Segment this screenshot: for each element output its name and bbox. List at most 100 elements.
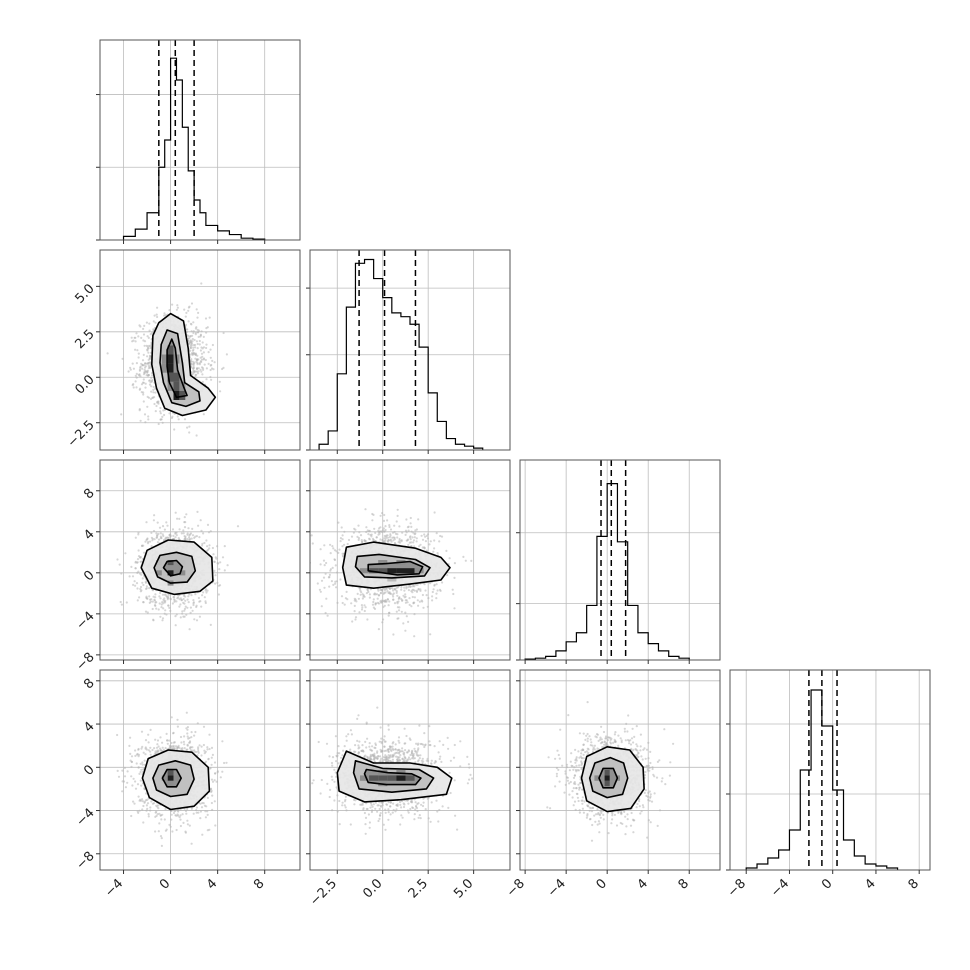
scatter-point (359, 534, 363, 537)
scatter-point (150, 376, 153, 379)
scatter-point (157, 830, 160, 833)
scatter-point (358, 587, 361, 590)
scatter-point (165, 455, 167, 457)
scatter-point (127, 370, 130, 373)
scatter-point (342, 555, 345, 558)
scatter-point (142, 400, 145, 403)
scatter-point (200, 330, 203, 333)
scatter-point (178, 598, 181, 601)
scatter-point (184, 809, 188, 813)
scatter-point (161, 601, 164, 604)
scatter-point (145, 587, 148, 590)
scatter-point (189, 349, 192, 352)
scatter-point (187, 737, 190, 740)
scatter-point (392, 633, 395, 636)
scatter-point (181, 610, 184, 613)
scatter-point (152, 529, 156, 533)
x-tick-label: 8 (906, 876, 922, 892)
scatter-point (406, 526, 409, 529)
scatter-point (161, 421, 164, 424)
scatter-point (371, 603, 375, 606)
scatter-point (192, 321, 195, 324)
scatter-point (118, 563, 121, 566)
scatter-point (200, 282, 203, 285)
scatter-point (157, 749, 160, 752)
scatter-point (212, 553, 215, 556)
scatter-point (192, 812, 195, 815)
scatter-point (157, 538, 161, 541)
scatter-point (141, 763, 144, 766)
scatter-point (191, 349, 194, 352)
scatter-point (143, 551, 146, 554)
histogram-panel-3: −8 −4 0 4 8 (725, 669, 931, 900)
scatter-point (341, 538, 344, 541)
scatter-point (138, 596, 141, 599)
scatter-point (403, 586, 406, 589)
scatter-point (152, 618, 155, 621)
scatter-point (176, 304, 179, 307)
scatter-point (379, 514, 382, 517)
scatter-point (350, 535, 354, 538)
scatter-point (168, 606, 171, 610)
scatter-point (373, 527, 376, 530)
scatter-point (135, 376, 138, 379)
scatter-point (409, 522, 412, 525)
scatter-point (184, 605, 187, 608)
scatter-point (155, 313, 158, 316)
scatter-point (452, 592, 455, 596)
scatter-point (393, 524, 396, 527)
scatter-point (357, 538, 360, 542)
scatter-point (195, 605, 198, 609)
scatter-point (363, 604, 366, 607)
scatter-point (388, 524, 391, 527)
scatter-point (194, 593, 197, 596)
scatter-point (199, 349, 202, 352)
scatter-point (143, 368, 146, 371)
scatter-point (367, 533, 370, 536)
scatter-point (134, 567, 137, 570)
scatter-point (192, 367, 195, 370)
scatter-point (424, 589, 427, 592)
scatter-point (335, 580, 338, 583)
scatter-point (141, 577, 144, 580)
scatter-point (186, 743, 189, 747)
scatter-point (209, 348, 212, 351)
scatter-point (184, 521, 187, 524)
scatter-point (404, 611, 407, 614)
scatter-point (383, 534, 386, 538)
scatter-point (222, 331, 225, 335)
scatter-point (194, 331, 197, 334)
scatter-point (152, 391, 155, 394)
scatter-point (357, 524, 360, 527)
scatter-point (404, 529, 408, 532)
scatter-point (148, 587, 151, 590)
scatter-point (144, 610, 148, 613)
scatter-point (175, 613, 178, 616)
scatter-point (152, 388, 155, 391)
scatter-point (137, 533, 140, 536)
scatter-point (208, 828, 211, 831)
scatter-point (161, 533, 164, 536)
scatter-point (350, 602, 353, 605)
scatter-point (368, 530, 371, 533)
scatter-point (453, 576, 456, 580)
scatter-point (392, 598, 395, 601)
scatter-point (178, 517, 181, 521)
scatter-point (158, 602, 161, 605)
scatter-point (335, 550, 338, 553)
scatter-point (339, 537, 342, 540)
scatter-point (153, 538, 156, 541)
scatter-point (328, 573, 331, 577)
scatter-point (398, 606, 401, 609)
scatter-point (146, 798, 149, 802)
scatter-point (157, 608, 160, 611)
scatter-point (372, 513, 375, 517)
scatter-point (353, 604, 356, 608)
scatter-point (152, 320, 155, 323)
scatter-point (144, 540, 147, 543)
scatter-point (176, 415, 179, 418)
scatter-point (418, 545, 421, 548)
